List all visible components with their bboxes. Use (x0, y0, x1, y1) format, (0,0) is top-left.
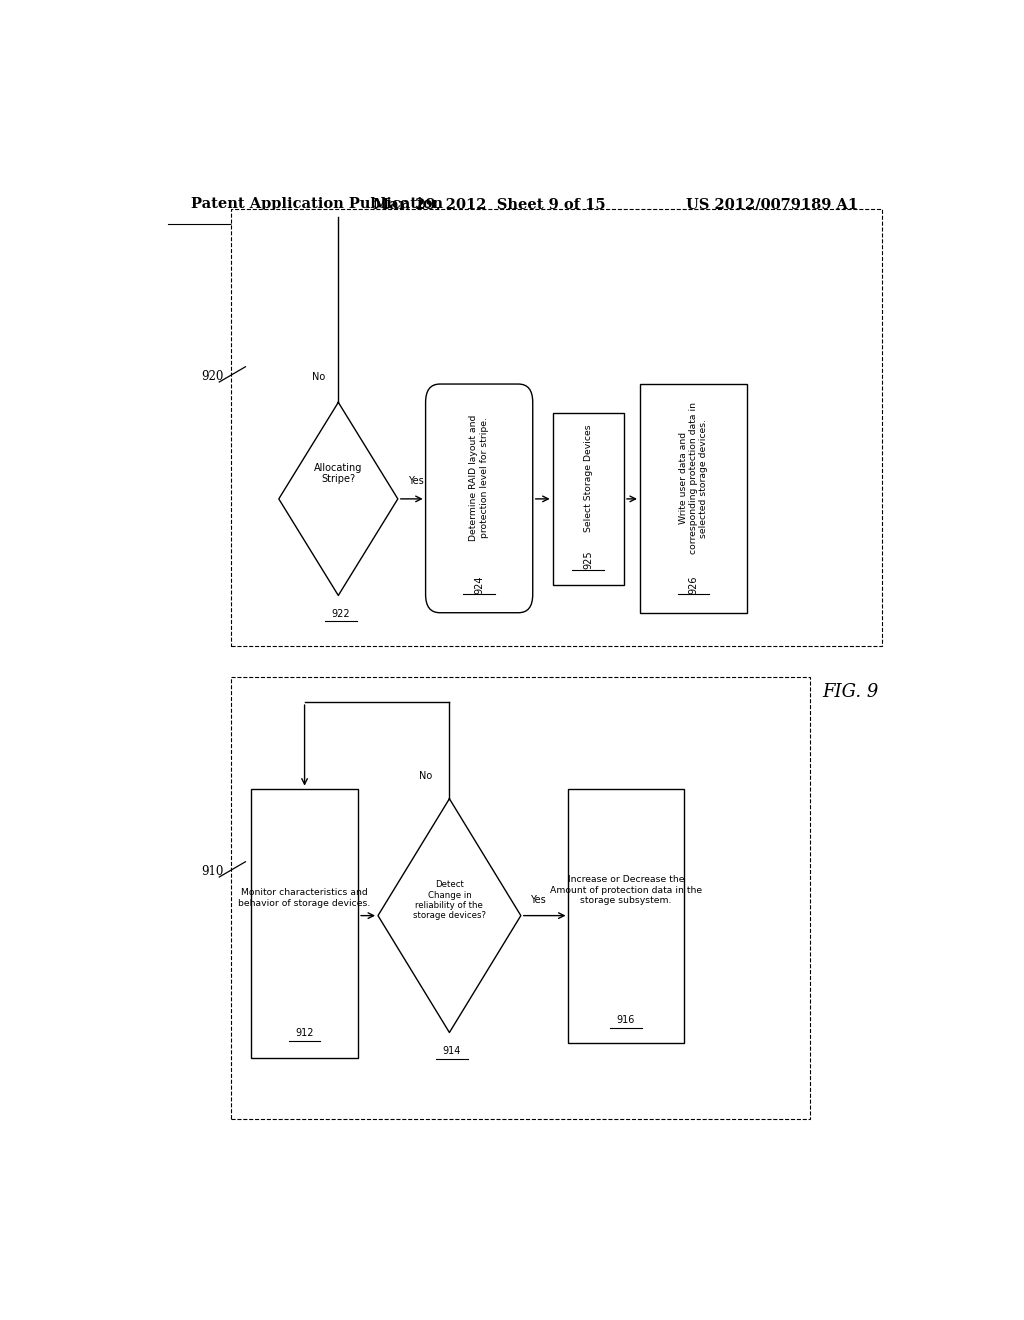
Text: 924: 924 (474, 576, 484, 594)
Text: Mar. 29, 2012  Sheet 9 of 15: Mar. 29, 2012 Sheet 9 of 15 (373, 197, 605, 211)
Text: US 2012/0079189 A1: US 2012/0079189 A1 (686, 197, 858, 211)
Text: Allocating
Stripe?: Allocating Stripe? (314, 463, 362, 484)
Bar (568, 788, 684, 1043)
Text: Monitor characteristics and
behavior of storage devices.: Monitor characteristics and behavior of … (239, 888, 371, 908)
Bar (553, 413, 624, 585)
Bar (231, 210, 882, 647)
Text: Increase or Decrease the
Amount of protection data in the
storage subsystem.: Increase or Decrease the Amount of prote… (550, 875, 702, 906)
Text: 920: 920 (201, 371, 223, 383)
Text: Detect
Change in
reliability of the
storage devices?: Detect Change in reliability of the stor… (413, 880, 486, 920)
Bar (231, 677, 811, 1119)
Text: No: No (419, 771, 432, 781)
Polygon shape (378, 799, 521, 1032)
Text: Write user data and
corresponding protection data in
selected storage devices.: Write user data and corresponding protec… (679, 403, 709, 554)
FancyBboxPatch shape (426, 384, 532, 612)
Bar (640, 384, 748, 612)
Text: Patent Application Publication: Patent Application Publication (191, 197, 443, 211)
Text: 926: 926 (688, 576, 698, 594)
Text: Yes: Yes (409, 475, 424, 486)
Text: 910: 910 (201, 866, 223, 878)
Text: Yes: Yes (530, 895, 546, 906)
Polygon shape (279, 403, 397, 595)
Text: 925: 925 (584, 550, 593, 569)
Text: Determine RAID layout and
protection level for stripe.: Determine RAID layout and protection lev… (469, 414, 488, 541)
Text: Select Storage Devices: Select Storage Devices (584, 425, 593, 532)
Text: 922: 922 (332, 609, 350, 619)
Text: 916: 916 (616, 1015, 635, 1026)
Text: 914: 914 (442, 1045, 461, 1056)
Text: FIG. 9: FIG. 9 (822, 682, 879, 701)
Text: 912: 912 (295, 1027, 313, 1038)
Text: No: No (312, 372, 325, 381)
Bar (251, 788, 358, 1057)
